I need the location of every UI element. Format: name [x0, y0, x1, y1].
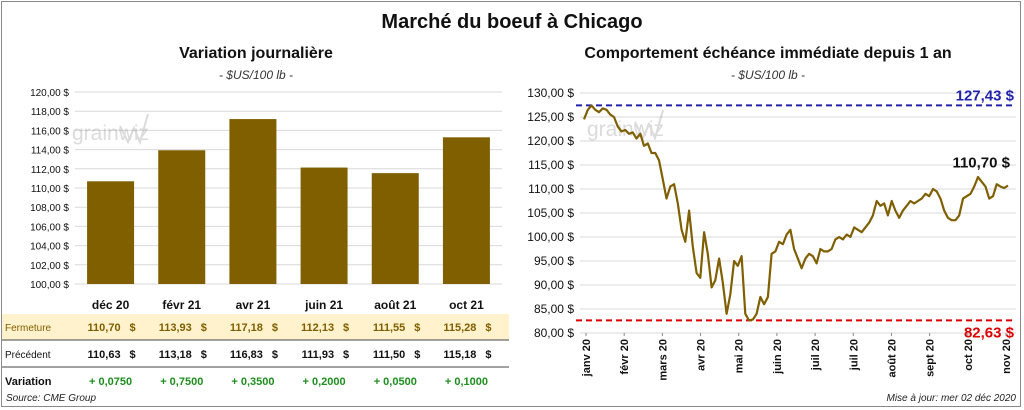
y-tick-label: 102,00 $: [30, 261, 69, 272]
table-cell-unit: $: [272, 349, 278, 361]
table-cell: 111,50: [373, 349, 405, 361]
table-cell-unit: $: [201, 349, 207, 361]
y-tick-label: 85,00 $: [534, 302, 574, 316]
table-cell: + 0,7500: [160, 376, 203, 388]
source-note: Source: CME Group: [6, 393, 97, 404]
table-cell: + 0,0500: [374, 376, 417, 388]
table-cell: 115,18: [443, 349, 476, 361]
x-tick-label: avr 21: [236, 298, 271, 312]
grainwiz-watermark: grainwiz: [72, 113, 149, 145]
watermark-wheat-icon: [634, 109, 664, 141]
y-tick-label: 104,00 $: [30, 242, 69, 253]
table-cell-unit: $: [343, 322, 349, 334]
x-tick-label: août 20: [886, 339, 898, 378]
x-tick-label: sept 20: [925, 339, 937, 377]
table-cell: 113,93: [159, 322, 192, 334]
table-cell-unit: $: [343, 349, 349, 361]
table-cell: + 0,1000: [445, 376, 488, 388]
x-tick-label: août 21: [374, 298, 416, 312]
table-cell: + 0,2000: [303, 376, 346, 388]
x-tick-label: déc 20: [92, 298, 130, 312]
bar: [229, 119, 277, 285]
bar: [300, 167, 348, 284]
y-tick-label: 114,00 $: [31, 146, 70, 157]
y-tick-label: 125,00 $: [527, 110, 574, 124]
y-tick-label: 95,00 $: [534, 254, 574, 268]
bar: [158, 150, 206, 284]
table-cell: 113,18: [159, 349, 192, 361]
closing-row-highlight: [2, 314, 509, 340]
y-tick-label: 100,00 $: [527, 230, 574, 244]
line-chart-unit: - $US/100 lb -: [730, 68, 806, 82]
bar-chart: 100,00 $ 102,00 $ 104,00 $ 106,00 $ 108,00 $…: [2, 88, 509, 388]
bar: [371, 173, 419, 284]
y-tick-label: 112,00 $: [31, 165, 70, 176]
bar: [87, 181, 135, 284]
table-row-label: Précédent: [5, 350, 51, 361]
y-tick-label: 116,00 $: [31, 126, 70, 137]
y-tick-label: 80,00 $: [534, 326, 574, 340]
table-row-label: Variation: [5, 376, 52, 388]
y-tick-label: 108,00 $: [30, 203, 69, 214]
y-tick-label: 130,00 $: [527, 86, 574, 100]
last-value-label: 110,70 $: [952, 155, 1010, 172]
line-chart: 80,00 $ 85,00 $ 90,00 $ 95,00 $ 100,00 $ 105,…: [527, 86, 1016, 381]
table-cell: 111,55: [373, 322, 405, 334]
x-tick-label: févr 21: [162, 298, 201, 312]
price-series-line: [582, 104, 1009, 322]
x-tick-label: juil 20: [848, 339, 860, 371]
x-tick-label: oct 20: [963, 339, 975, 371]
x-tick-label: juin 21: [304, 298, 343, 312]
page-title: Marché du boeuf à Chicago: [381, 11, 643, 33]
x-tick-label: oct 21: [449, 298, 484, 312]
y-tick-label: 105,00 $: [527, 206, 574, 220]
y-tick-label: 120,00 $: [527, 134, 574, 148]
table-cell: + 0,0750: [89, 376, 132, 388]
x-tick-label: juin 20: [772, 339, 784, 375]
table-cell-unit: $: [485, 322, 491, 334]
table-cell-unit: $: [130, 322, 136, 334]
y-tick-label: 118,00 $: [31, 107, 70, 118]
table-cell-unit: $: [201, 322, 207, 334]
table-cell: 115,28: [443, 322, 476, 334]
table-cell: + 0,3500: [231, 376, 274, 388]
y-tick-label: 90,00 $: [534, 278, 574, 292]
watermark-wheat-icon: [119, 113, 149, 145]
table-row-label: Fermeture: [5, 323, 52, 334]
x-tick-label: nov 20: [1001, 339, 1013, 374]
bar-chart-unit: - $US/100 lb -: [218, 68, 294, 82]
high-label: 127,43 $: [956, 87, 1015, 104]
x-tick-label: févr 20: [619, 339, 631, 374]
y-tick-label: 100,00 $: [30, 280, 69, 291]
y-tick-label: 110,00 $: [31, 184, 70, 195]
x-tick-label: juil 20: [810, 339, 822, 371]
table-cell: 110,63: [88, 349, 121, 361]
table-cell: 112,13: [301, 322, 334, 334]
x-tick-label: janv 20: [581, 339, 593, 377]
line-chart-title: Comportement échéance immédiate depuis 1…: [584, 45, 952, 62]
x-tick-label: avr 20: [696, 339, 708, 371]
y-tick-label: 110,00 $: [528, 182, 574, 196]
x-tick-label: mai 20: [734, 339, 746, 373]
watermark-text: grainwiz: [72, 122, 149, 145]
table-cell-unit: $: [272, 322, 278, 334]
low-label: 82,63 $: [964, 324, 1015, 341]
table-cell-unit: $: [485, 349, 491, 361]
table-cell-unit: $: [414, 349, 420, 361]
table-cell: 111,93: [302, 349, 334, 361]
bar: [442, 137, 490, 284]
y-tick-label: 120,00 $: [30, 88, 69, 99]
update-note: Mise à jour: mer 02 déc 2020: [886, 393, 1016, 404]
bar-chart-title: Variation journalière: [179, 45, 333, 62]
table-cell-unit: $: [130, 349, 136, 361]
table-cell-unit: $: [414, 322, 420, 334]
table-cell: 110,70: [88, 322, 121, 334]
y-tick-label: 106,00 $: [30, 222, 69, 233]
table-cell: 117,18: [230, 322, 263, 334]
table-cell: 116,83: [230, 349, 263, 361]
y-tick-label: 115,00 $: [528, 158, 574, 172]
x-tick-label: mars 20: [657, 339, 669, 381]
